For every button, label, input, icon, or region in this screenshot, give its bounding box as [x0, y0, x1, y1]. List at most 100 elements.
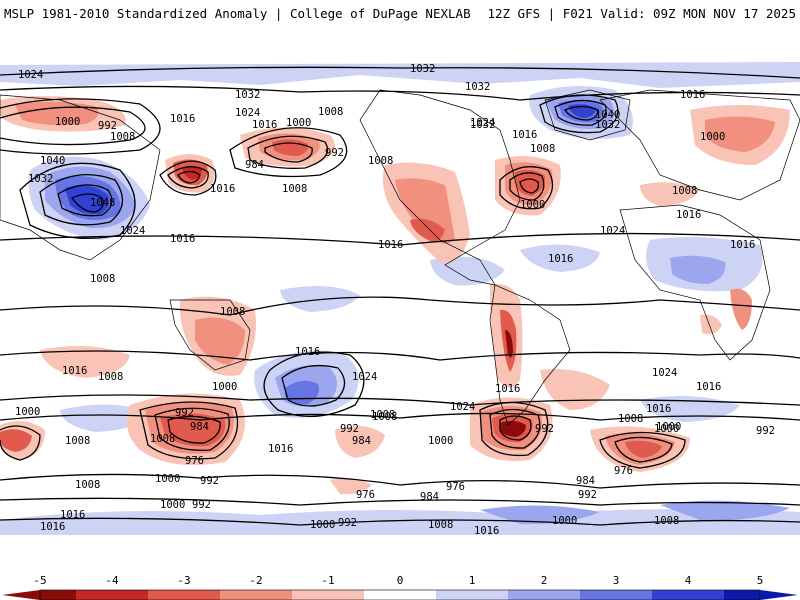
isobar-label-1000-aus-east: 1000 [212, 381, 237, 393]
colorbar-tick-label: 1 [469, 574, 476, 587]
colorbar-tick-label: 3 [613, 574, 620, 587]
africa-coast [619, 204, 771, 361]
colorbar-swatch [508, 590, 545, 600]
isobar-label-1000-west: 1000 [15, 406, 40, 418]
isobar-1024-spac [263, 351, 365, 418]
isobar-label-1024-natl: 1024 [600, 225, 625, 237]
isobar-label-976-southern-2: 976 [446, 481, 465, 493]
map-title: MSLP 1981-2010 Standardized Anomaly | Co… [4, 6, 471, 21]
colorbar-tick-label: -3 [177, 574, 190, 587]
isobar-label-1016-europe: 1016 [676, 209, 701, 221]
isobar-label-1016-safrica: 1016 [696, 381, 721, 393]
isobar-label-992-nw: 992 [98, 120, 117, 132]
colorbar-arrow-right [760, 590, 798, 600]
isobar-label-1000-goa: 1000 [286, 117, 311, 129]
isobar-label-1032-arctic: 1032 [410, 63, 435, 75]
isobar-label-1048-asia: 1048 [90, 197, 115, 209]
isobar-label-1032-siberia-north: 1032 [235, 89, 260, 101]
south-america-coast [489, 284, 571, 426]
isobar-label-1008-goa: 1008 [318, 106, 343, 118]
colorbar-tick-label: 5 [757, 574, 764, 587]
colorbar-swatch [40, 590, 77, 600]
isobar-1032-arctic [0, 66, 800, 79]
map-background [0, 42, 800, 562]
colorbar-tick-label: 2 [541, 574, 548, 587]
colorbar-swatch [328, 590, 365, 600]
isobar-label-1008-labrador: 1008 [530, 143, 555, 155]
isobar-label-1024-midcanada: 1024 [470, 117, 495, 129]
isobar-label-984-tasman: 984 [190, 421, 209, 433]
europe-coast [599, 89, 800, 201]
isobar-label-1008-nw: 1008 [110, 131, 135, 143]
isobar-label-1032-pacific: 1032 [465, 81, 490, 93]
isobar-label-1008-eastasia: 1008 [90, 273, 115, 285]
isobar-label-992-indian: 992 [578, 489, 597, 501]
isobar-label-976-tasman: 976 [185, 455, 204, 467]
isobar-label-1008-hawaii: 1008 [282, 183, 307, 195]
colorbar-swatch [472, 590, 509, 600]
colorbar-swatch [76, 590, 113, 600]
colorbar-arrow-left [2, 590, 40, 600]
isobar-label-1008-antarctic: 1008 [428, 519, 453, 531]
isobar-label-992-antarctic: 992 [338, 517, 357, 529]
isobar-contours [0, 66, 800, 526]
isobar-label-1008-antarctic-east: 1008 [654, 515, 679, 527]
colorbar-tick-label: 0 [397, 574, 404, 587]
isobar-label-1008-satl: 1008 [618, 413, 643, 425]
colorbar-swatch [544, 590, 581, 600]
isobar-label-1000-antarctic-west: 1000 [160, 499, 185, 511]
isobar-label-1008-west: 1008 [65, 435, 90, 447]
isobar-label-976-indian: 976 [614, 465, 633, 477]
isobar-label-1008-npac-east: 1008 [368, 155, 393, 167]
colorbar-swatch [112, 590, 149, 600]
isobar-label-1000-eastcoast: 1000 [520, 199, 545, 211]
isobar-label-1008-spac-west: 1008 [75, 479, 100, 491]
isobar-label-992-drake: 992 [535, 423, 554, 435]
isobar-label-1024-sindian: 1024 [652, 367, 677, 379]
isobar-label-1032-greenland: 1032 [595, 119, 620, 131]
colorbar-swatch [184, 590, 221, 600]
isobar-label-1016-pacific-high: 1016 [170, 233, 195, 245]
asia-coast [0, 94, 161, 261]
isobar-label-992-spac-mid: 992 [340, 423, 359, 435]
isobar-label-1016-samerica: 1016 [495, 383, 520, 395]
isobar-label-1008-europe: 1008 [672, 185, 697, 197]
isobar-label-1016-indian-mid: 1016 [646, 403, 671, 415]
colorbar-swatch [580, 590, 617, 600]
isobar-label-1000-antarctic-2: 1000 [552, 515, 577, 527]
colorbar-tick-label: -2 [249, 574, 262, 587]
isobar-label-1024-satl: 1024 [450, 401, 475, 413]
model-run-info: 12Z GFS | F021 Valid: 09Z MON NOV 17 202… [487, 6, 796, 21]
colorbar-swatch [292, 590, 329, 600]
isobar-label-1024-sepac: 1024 [352, 371, 377, 383]
isobar-label-1016-australia: 1016 [62, 365, 87, 377]
isobar-label-1016-siberia: 1016 [210, 183, 235, 195]
colorbar-swatch [148, 590, 185, 600]
colorbar-swatch [616, 590, 653, 600]
isobar-label-992-indian-east: 992 [756, 425, 775, 437]
isobar-label-1016-africa-east: 1016 [730, 239, 755, 251]
isobar-label-1016-aleutian: 1016 [170, 113, 195, 125]
colorbar-swatch [688, 590, 725, 600]
colorbar-tick-label: -1 [321, 574, 334, 587]
colorbar-swatch [256, 590, 293, 600]
isobar-label-1000-drake: 1000 [428, 435, 453, 447]
colorbar-tick-label: -4 [105, 574, 119, 587]
north-america-coast [359, 89, 521, 286]
isobar-label-984-southern: 984 [420, 491, 439, 503]
isobar-label-1008-antarctic-2: 1008 [150, 433, 175, 445]
isobar-label-984-indian: 984 [576, 475, 595, 487]
isobar-label-984-goa: 984 [245, 159, 264, 171]
colorbar-tick-label: 4 [685, 574, 692, 587]
isobar-label-1024-china: 1024 [120, 225, 145, 237]
colorbar-swatch [652, 590, 689, 600]
isobar-label-1016-antarctic-west: 1016 [40, 521, 65, 533]
isobar-label-992-antarctic-west: 992 [192, 499, 211, 511]
isobar-labels: 1024 1032 1032 1032 1032 1032 1040 1016 … [15, 63, 775, 537]
isobar-label-1016-ne: 1016 [680, 89, 705, 101]
isobar-label-984-spac-mid: 984 [352, 435, 371, 447]
isobar-label-1000-nw: 1000 [55, 116, 80, 128]
isobar-label-1016-sepac: 1016 [295, 346, 320, 358]
australia-coast [169, 299, 251, 371]
